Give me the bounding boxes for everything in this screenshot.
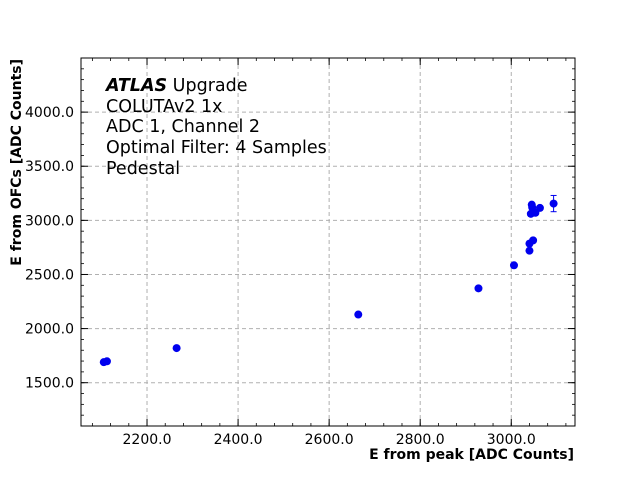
x-tick-label: 2200.0: [123, 432, 172, 448]
plot-annotation: ATLAS Upgrade COLUTAv2 1x ADC 1, Channel…: [104, 76, 327, 179]
plot-area-frame: [80, 57, 576, 427]
x-tick-label: 2800.0: [396, 432, 445, 448]
data-point: [549, 199, 558, 208]
data-points: [99, 194, 558, 367]
x-tick-label: 3000.0: [487, 432, 536, 448]
x-tick-labels: 2200.0 2400.0 2600.0 2800.0 3000.0: [123, 432, 536, 448]
annotation-line-2: ADC 1, Channel 2: [106, 117, 260, 137]
y-tick-label: 4000.0: [25, 105, 74, 121]
x-tick-label: 2400.0: [214, 432, 263, 448]
data-point: [535, 203, 544, 212]
y-axis-label: E from OFCs [ADC Counts]: [9, 59, 25, 266]
annotation-title: ATLAS Upgrade: [104, 76, 248, 96]
data-point: [527, 200, 536, 209]
data-point: [102, 357, 111, 366]
annotation-line-3: Optimal Filter: 4 Samples: [106, 138, 327, 158]
y-tick-labels: 1500.0 2000.0 2500.0 3000.0 3500.0 4000.0: [25, 105, 74, 392]
y-tick-label: 3000.0: [25, 213, 74, 229]
y-tick-label: 2000.0: [25, 322, 74, 338]
data-point: [354, 310, 363, 319]
y-tick-label: 3500.0: [25, 159, 74, 175]
data-point: [525, 246, 534, 255]
annotation-line-4: Pedestal: [106, 159, 180, 179]
annotation-line-1: COLUTAv2 1x: [106, 97, 223, 117]
atlas-label: ATLAS: [104, 76, 167, 96]
x-axis-label: E from peak [ADC Counts]: [369, 447, 574, 463]
y-tick-label: 2500.0: [25, 267, 74, 283]
data-point: [172, 344, 181, 353]
data-point: [509, 261, 518, 270]
grid-lines: [81, 58, 575, 426]
x-tick-label: 2600.0: [305, 432, 354, 448]
upgrade-label: Upgrade: [167, 76, 247, 96]
data-point: [474, 284, 483, 293]
data-point: [529, 236, 538, 245]
y-tick-label: 1500.0: [25, 376, 74, 392]
